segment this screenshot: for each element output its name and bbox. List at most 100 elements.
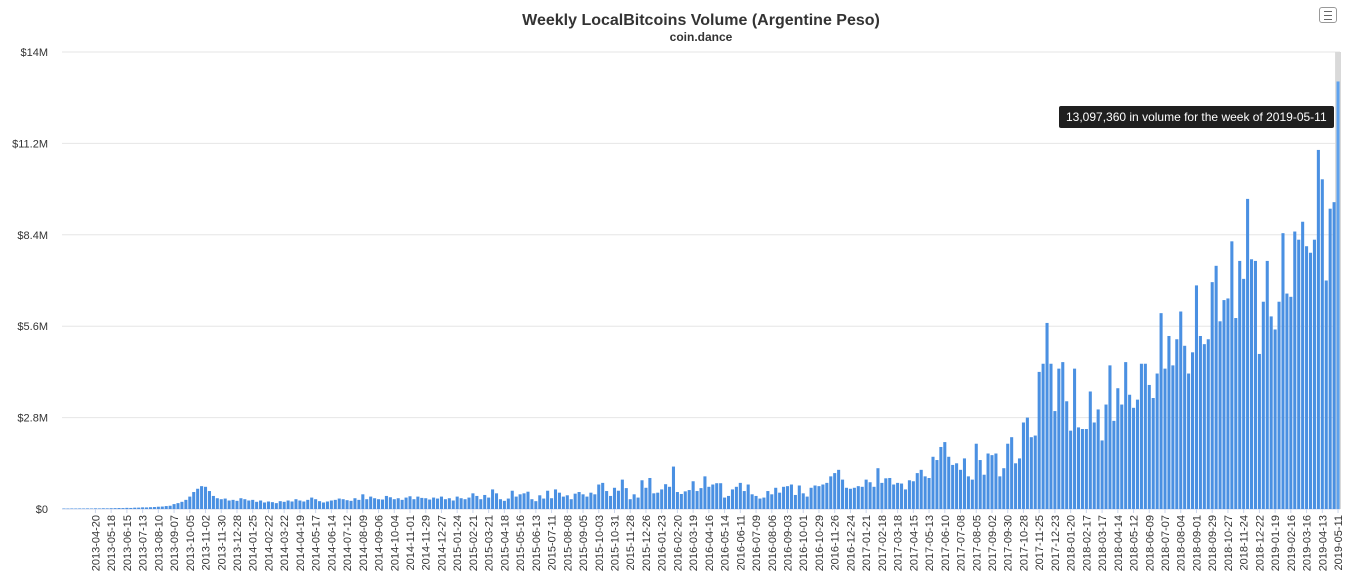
bar[interactable] <box>1045 322 1049 509</box>
bar[interactable] <box>1069 430 1073 509</box>
bar[interactable] <box>152 507 156 509</box>
bar[interactable] <box>424 498 428 509</box>
bar[interactable] <box>785 486 790 509</box>
bar[interactable] <box>675 492 679 509</box>
bar[interactable] <box>577 492 581 509</box>
bar[interactable] <box>951 464 955 509</box>
bar[interactable] <box>1065 401 1069 509</box>
bar[interactable] <box>117 508 121 509</box>
bar[interactable] <box>145 507 149 509</box>
bar[interactable] <box>1124 362 1128 509</box>
bar[interactable] <box>1222 300 1226 509</box>
bar[interactable] <box>612 487 617 509</box>
bar[interactable] <box>392 499 396 509</box>
bar[interactable] <box>160 506 164 509</box>
bar[interactable] <box>459 498 463 509</box>
bar[interactable] <box>1210 282 1214 509</box>
bar[interactable] <box>93 508 97 509</box>
bar[interactable] <box>1025 417 1029 509</box>
bar[interactable] <box>133 507 137 509</box>
bar[interactable] <box>900 483 904 509</box>
bar[interactable] <box>671 466 676 509</box>
bar[interactable] <box>1175 339 1179 509</box>
bar[interactable] <box>357 499 361 509</box>
bar[interactable] <box>1006 443 1010 509</box>
bar[interactable] <box>270 502 274 509</box>
bar[interactable] <box>109 508 113 509</box>
bar[interactable] <box>310 497 314 509</box>
bar[interactable] <box>884 478 888 509</box>
bar[interactable] <box>262 502 267 509</box>
bar[interactable] <box>231 499 235 509</box>
bar[interactable] <box>927 477 931 509</box>
bar[interactable] <box>695 491 699 509</box>
bar[interactable] <box>148 507 153 509</box>
bar[interactable] <box>1112 420 1116 509</box>
bar[interactable] <box>353 498 357 509</box>
bar[interactable] <box>1104 404 1108 509</box>
bar[interactable] <box>943 442 947 509</box>
bar[interactable] <box>180 501 184 509</box>
bar[interactable] <box>487 497 491 509</box>
bar[interactable] <box>274 503 278 509</box>
bar[interactable] <box>1084 429 1088 509</box>
bar[interactable] <box>1167 335 1171 509</box>
bar[interactable] <box>137 507 141 509</box>
bar[interactable] <box>683 491 687 509</box>
bar[interactable] <box>1242 278 1246 509</box>
bar[interactable] <box>585 496 589 509</box>
bar[interactable] <box>589 492 593 509</box>
bar[interactable] <box>550 498 554 509</box>
bar[interactable] <box>569 499 573 509</box>
bar[interactable] <box>1017 458 1022 509</box>
bar[interactable] <box>97 508 101 509</box>
bar[interactable] <box>770 494 774 509</box>
bar[interactable] <box>1281 233 1285 510</box>
bar[interactable] <box>412 499 416 509</box>
bar[interactable] <box>593 494 597 509</box>
bar[interactable] <box>715 483 719 509</box>
bar[interactable] <box>648 477 652 509</box>
bar[interactable] <box>290 501 294 509</box>
bar[interactable] <box>373 498 377 509</box>
bar[interactable] <box>750 494 754 509</box>
bar[interactable] <box>844 487 849 509</box>
bar[interactable] <box>797 485 801 509</box>
bar[interactable] <box>1021 422 1025 509</box>
bar[interactable] <box>876 468 880 509</box>
bar[interactable] <box>872 486 876 509</box>
bar[interactable] <box>1246 198 1250 509</box>
bar[interactable] <box>923 476 927 509</box>
bar[interactable] <box>573 493 577 509</box>
bar[interactable] <box>856 486 860 509</box>
bar[interactable] <box>235 500 239 509</box>
bar-series[interactable] <box>62 52 1341 510</box>
bar[interactable] <box>1285 293 1289 509</box>
bar[interactable] <box>227 500 231 509</box>
bar[interactable] <box>439 496 444 509</box>
bar[interactable] <box>565 495 569 509</box>
bar[interactable] <box>994 453 998 509</box>
bar[interactable] <box>1198 335 1202 509</box>
bar[interactable] <box>955 463 959 509</box>
bar[interactable] <box>852 487 856 509</box>
bar[interactable] <box>396 498 400 509</box>
bar[interactable] <box>962 458 966 509</box>
bar[interactable] <box>1057 368 1061 509</box>
bar[interactable] <box>443 499 447 509</box>
bar[interactable] <box>82 508 86 509</box>
bar[interactable] <box>778 492 782 509</box>
bar[interactable] <box>475 495 479 509</box>
bar[interactable] <box>1269 316 1273 509</box>
bar[interactable] <box>483 494 487 509</box>
bar[interactable] <box>880 482 884 509</box>
bar[interactable] <box>620 479 624 509</box>
bar[interactable] <box>998 476 1002 509</box>
bar[interactable] <box>404 497 408 509</box>
bar[interactable] <box>1308 252 1313 509</box>
bar[interactable] <box>919 469 923 509</box>
bar[interactable] <box>219 499 223 509</box>
bar[interactable] <box>632 494 636 509</box>
bar[interactable] <box>1191 352 1195 509</box>
bar[interactable] <box>1053 411 1057 509</box>
